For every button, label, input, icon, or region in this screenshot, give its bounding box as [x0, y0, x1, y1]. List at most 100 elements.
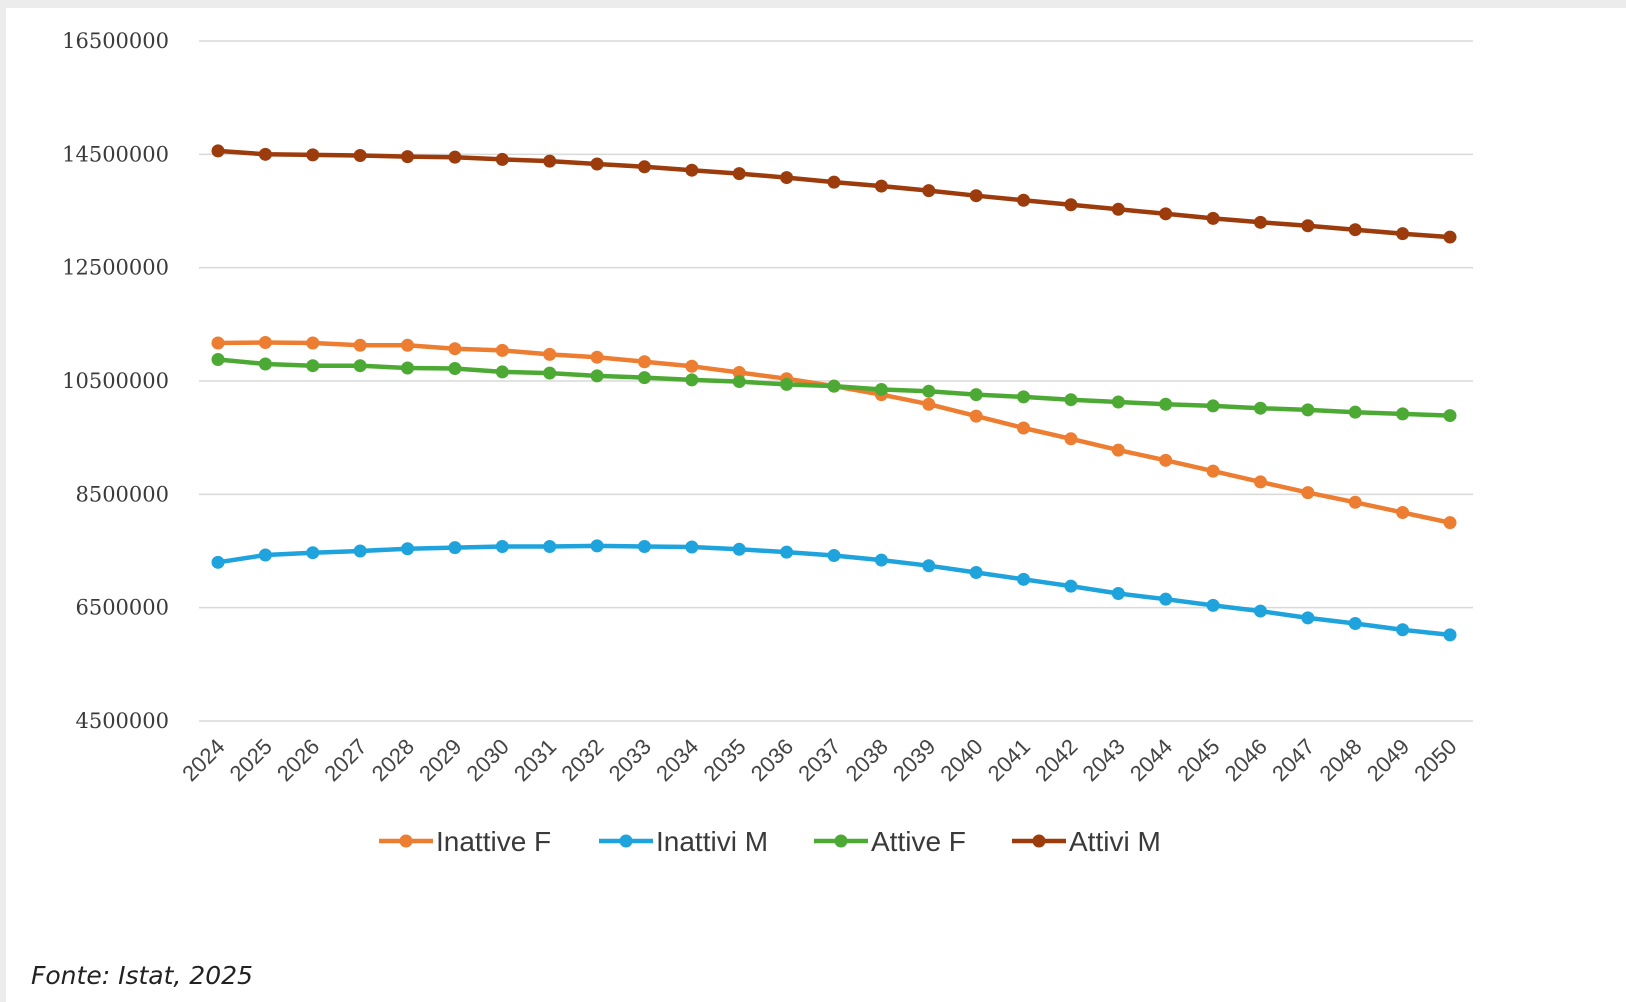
data-point: [1301, 403, 1315, 417]
data-point: [780, 377, 794, 391]
data-point: [1206, 598, 1220, 612]
data-point: [1111, 395, 1125, 409]
data-point: [543, 366, 557, 380]
legend-marker: [834, 834, 848, 848]
data-point: [685, 359, 699, 373]
x-tick-label: 2041: [983, 734, 1035, 786]
data-point: [969, 189, 983, 203]
data-point: [827, 549, 841, 563]
data-point: [874, 383, 888, 396]
y-tick-label: 12500000: [62, 256, 169, 280]
data-point: [1017, 572, 1031, 586]
series-inattivi-m: [211, 539, 1457, 642]
data-point: [732, 167, 746, 181]
x-tick-label: 2050: [1409, 734, 1461, 786]
legend: Inattive F Inattivi M Attive F Attivi M: [379, 826, 1161, 857]
data-point: [1253, 475, 1267, 489]
data-point: [732, 542, 746, 556]
data-point: [1206, 464, 1220, 478]
data-point: [1017, 193, 1031, 207]
x-tick-label: 2025: [225, 734, 277, 786]
data-point: [1159, 453, 1173, 467]
data-point: [1017, 421, 1031, 435]
data-point: [1253, 215, 1267, 229]
x-tick-label: 2036: [746, 734, 798, 786]
data-point: [922, 559, 936, 573]
legend-label: Attivi M: [1069, 826, 1161, 857]
data-point: [1396, 505, 1410, 519]
series-attivi-m: [211, 144, 1457, 244]
x-tick-label: 2035: [698, 734, 750, 786]
data-point: [590, 157, 604, 171]
data-point: [1443, 516, 1457, 530]
data-point: [1206, 399, 1220, 413]
line-chart: 4500000 6500000 8500000 10500000 12500000 145…: [62, 29, 1473, 857]
data-point: [1348, 617, 1362, 631]
legend-item: Attivi M: [1012, 826, 1161, 857]
data-point: [448, 150, 462, 164]
data-point: [922, 397, 936, 411]
data-point: [1301, 486, 1315, 500]
data-point: [258, 147, 272, 161]
data-point: [1253, 604, 1267, 618]
x-axis: 2024202520262027202820292030203120322033…: [177, 734, 1461, 786]
y-tick-label: 8500000: [75, 482, 169, 506]
x-tick-label: 2034: [651, 734, 703, 786]
data-point: [637, 355, 651, 369]
data-point: [1396, 407, 1410, 421]
x-tick-label: 2026: [272, 734, 324, 786]
y-tick-label: 6500000: [75, 596, 169, 620]
data-point: [1348, 405, 1362, 419]
data-point: [780, 545, 794, 559]
data-point: [543, 539, 557, 553]
data-point: [258, 548, 272, 562]
x-tick-label: 2037: [793, 734, 845, 786]
data-point: [1111, 202, 1125, 216]
y-tick-label: 10500000: [62, 369, 169, 393]
data-point: [1348, 495, 1362, 509]
data-point: [827, 379, 841, 393]
data-point: [306, 359, 320, 373]
data-point: [1017, 390, 1031, 404]
legend-label: Inattivi M: [656, 826, 768, 857]
legend-item: Inattivi M: [599, 826, 768, 857]
data-point: [448, 541, 462, 555]
x-tick-label: 2044: [1125, 734, 1177, 786]
x-tick-label: 2030: [462, 734, 514, 786]
data-point: [353, 148, 367, 162]
x-tick-label: 2048: [1314, 734, 1366, 786]
x-tick-label: 2049: [1362, 734, 1414, 786]
data-point: [874, 179, 888, 193]
data-point: [211, 555, 225, 569]
y-tick-label: 4500000: [75, 709, 169, 733]
data-point: [401, 361, 415, 375]
legend-label: Attive F: [871, 826, 966, 857]
chart-panel: 4500000 6500000 8500000 10500000 12500000 145…: [6, 8, 1626, 1002]
data-point: [401, 150, 415, 164]
legend-marker: [619, 834, 633, 848]
data-point: [732, 366, 746, 379]
data-point: [685, 373, 699, 387]
data-point: [401, 542, 415, 556]
data-point: [1064, 198, 1078, 212]
x-tick-label: 2039: [888, 734, 940, 786]
data-point: [1064, 432, 1078, 446]
data-point: [306, 148, 320, 162]
x-tick-label: 2033: [604, 734, 656, 786]
x-tick-label: 2027: [319, 734, 371, 786]
data-point: [211, 144, 225, 158]
x-tick-label: 2032: [556, 734, 608, 786]
data-point: [306, 546, 320, 560]
data-point: [590, 369, 604, 383]
data-point: [590, 539, 604, 553]
data-point: [495, 343, 509, 357]
data-point: [543, 347, 557, 361]
x-tick-label: 2043: [1078, 734, 1130, 786]
data-point: [258, 335, 272, 349]
data-point: [306, 336, 320, 350]
legend-marker: [399, 834, 413, 848]
x-tick-label: 2038: [841, 734, 893, 786]
data-point: [969, 409, 983, 423]
data-point: [637, 160, 651, 174]
data-point: [685, 540, 699, 554]
